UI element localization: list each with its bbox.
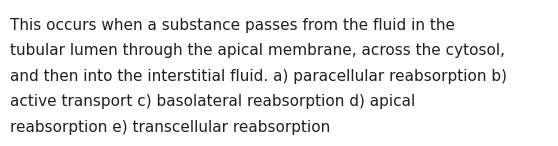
Text: This occurs when a substance passes from the fluid in the: This occurs when a substance passes from… <box>10 18 455 33</box>
Text: reabsorption e) transcellular reabsorption: reabsorption e) transcellular reabsorpti… <box>10 120 330 135</box>
Text: and then into the interstitial fluid. a) paracellular reabsorption b): and then into the interstitial fluid. a)… <box>10 69 507 84</box>
Text: tubular lumen through the apical membrane, across the cytosol,: tubular lumen through the apical membran… <box>10 43 505 58</box>
Text: active transport c) basolateral reabsorption d) apical: active transport c) basolateral reabsorp… <box>10 94 415 109</box>
